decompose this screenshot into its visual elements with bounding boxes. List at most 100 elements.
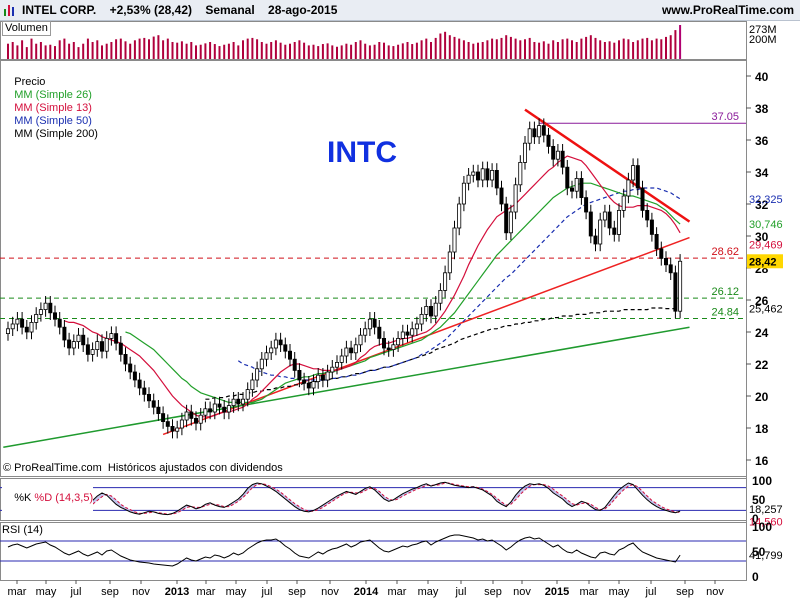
candle-body bbox=[396, 337, 401, 346]
site-link[interactable]: www.ProRealTime.com bbox=[661, 3, 794, 17]
volume-bar bbox=[420, 40, 423, 59]
candle-body bbox=[255, 368, 260, 381]
candle-body bbox=[62, 326, 67, 341]
volume-bar bbox=[96, 40, 99, 59]
x-month-label: nov bbox=[132, 586, 150, 598]
volume-bar bbox=[655, 38, 658, 59]
candle-body bbox=[367, 318, 372, 330]
candle-body bbox=[485, 168, 490, 181]
volume-bar bbox=[505, 35, 508, 59]
price-y-tick-label: 38 bbox=[755, 102, 769, 116]
volume-bar bbox=[580, 38, 583, 59]
volume-bar bbox=[462, 40, 465, 59]
candle-body bbox=[236, 398, 241, 405]
x-month-label: mar bbox=[388, 586, 407, 598]
x-month-label: nov bbox=[706, 586, 724, 598]
candle-body bbox=[334, 361, 339, 368]
price-legend: Precio MM (Simple 26) MM (Simple 13) MM … bbox=[2, 63, 102, 154]
volume-bar bbox=[199, 44, 202, 59]
candle-body bbox=[602, 211, 607, 221]
volume-bar bbox=[195, 45, 197, 59]
volume-bar bbox=[467, 42, 470, 59]
candle-body bbox=[222, 406, 227, 413]
candle-body bbox=[38, 309, 43, 315]
volume-bar bbox=[650, 40, 653, 59]
candle-body bbox=[649, 219, 654, 235]
rsi-value: 41,799 bbox=[749, 550, 783, 562]
volume-bar bbox=[185, 43, 188, 59]
x-month-label: sep bbox=[288, 586, 306, 598]
candle-body bbox=[513, 184, 518, 213]
candle-body bbox=[668, 264, 673, 274]
candle-body bbox=[461, 182, 466, 205]
x-month-label: sep bbox=[484, 586, 502, 598]
candle-body bbox=[95, 341, 100, 351]
candle-body bbox=[584, 197, 589, 213]
volume-bar bbox=[406, 42, 409, 59]
price-panel-title: Precio bbox=[14, 76, 46, 88]
candle-body bbox=[57, 318, 62, 328]
candle-body bbox=[447, 251, 452, 274]
volume-bar bbox=[594, 37, 597, 59]
volume-bar bbox=[232, 42, 235, 59]
volume-bar bbox=[133, 40, 136, 59]
candle-body bbox=[292, 358, 297, 371]
candle-body bbox=[151, 400, 156, 408]
candle-body bbox=[109, 333, 114, 339]
candle-body bbox=[626, 179, 631, 197]
volume-bar bbox=[91, 42, 94, 59]
candle-body bbox=[24, 326, 29, 333]
candle-body bbox=[654, 233, 659, 250]
candle-body bbox=[598, 219, 603, 245]
volume-axis-label: 273M bbox=[749, 24, 777, 36]
legend-mm26: MM (Simple 26) bbox=[14, 89, 92, 101]
candle-body bbox=[452, 227, 457, 253]
candle-body bbox=[555, 150, 560, 160]
volume-bars bbox=[7, 25, 682, 59]
candle-body bbox=[287, 350, 292, 360]
candles bbox=[6, 118, 683, 439]
candle-body bbox=[212, 403, 217, 413]
ma26-line bbox=[125, 182, 681, 403]
candle-body bbox=[170, 425, 175, 432]
candle-body bbox=[344, 347, 349, 357]
level-label: 24.84 bbox=[711, 307, 739, 319]
x-month-label: jul bbox=[69, 586, 81, 598]
candle-body bbox=[142, 387, 147, 395]
volume-bar bbox=[265, 43, 268, 59]
volume-bar bbox=[561, 39, 564, 59]
price-plot bbox=[0, 108, 746, 448]
volume-bar bbox=[115, 39, 118, 59]
candle-body bbox=[114, 333, 119, 344]
candle-body bbox=[400, 331, 405, 339]
volume-bar bbox=[415, 42, 418, 59]
stoch-d-legend: %D (14,3,5) bbox=[34, 492, 94, 504]
candle-body bbox=[306, 382, 311, 389]
volume-bar bbox=[110, 42, 113, 59]
volume-bar bbox=[345, 43, 348, 59]
candle-body bbox=[635, 165, 640, 189]
stoch-panel-frame bbox=[0, 478, 747, 521]
volume-bar bbox=[585, 36, 588, 59]
candle-body bbox=[278, 339, 283, 346]
volume-bar bbox=[571, 40, 573, 59]
x-year-label: 2014 bbox=[354, 586, 379, 598]
x-month-label: may bbox=[226, 586, 247, 598]
volume-bar bbox=[397, 44, 400, 59]
candle-body bbox=[339, 355, 344, 363]
rsi-panel-frame bbox=[0, 522, 747, 581]
stoch-k-line bbox=[7, 481, 681, 516]
volume-bar bbox=[331, 45, 334, 59]
volume-bar bbox=[603, 42, 606, 59]
x-month-label: sep bbox=[676, 586, 694, 598]
candle-body bbox=[438, 289, 443, 304]
candle-body bbox=[678, 260, 683, 312]
volume-bar bbox=[63, 38, 66, 59]
candle-body bbox=[546, 134, 551, 147]
volume-bar bbox=[383, 42, 385, 59]
rsi-line bbox=[7, 534, 681, 567]
candle-body bbox=[165, 421, 170, 427]
volume-bar bbox=[368, 45, 371, 59]
candle-body bbox=[189, 411, 194, 419]
volume-bar bbox=[213, 44, 216, 59]
